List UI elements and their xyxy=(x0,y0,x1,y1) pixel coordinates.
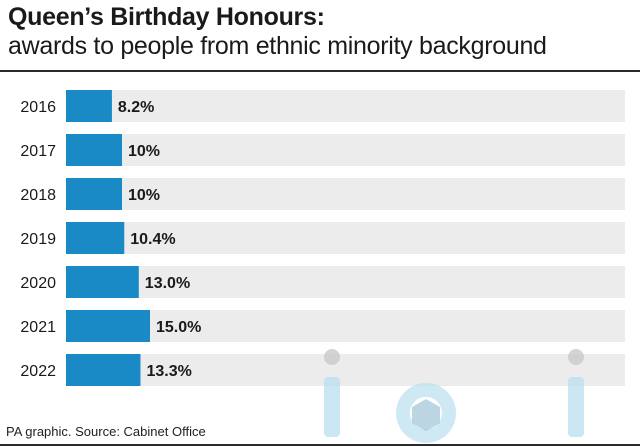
value-label: 13.0% xyxy=(145,275,190,292)
bar-2019 xyxy=(66,222,125,254)
bar-2022 xyxy=(66,354,141,386)
bar-2016 xyxy=(66,90,112,122)
bar-track xyxy=(66,178,625,210)
bar-2021 xyxy=(66,310,150,342)
bar-track xyxy=(66,222,625,254)
watermark-dot-icon xyxy=(568,349,584,365)
bar-track xyxy=(66,90,625,122)
watermark-stem-icon xyxy=(324,377,340,437)
bar-track xyxy=(66,354,625,386)
iconic-watermark-logo xyxy=(324,349,584,443)
watermark-dot-icon xyxy=(324,349,340,365)
watermark-hexagon-icon xyxy=(396,383,457,443)
value-label: 13.3% xyxy=(146,363,191,380)
watermark-stem-icon xyxy=(568,377,584,437)
category-label: 2017 xyxy=(20,143,56,160)
bar-2017 xyxy=(66,134,122,166)
category-label: 2021 xyxy=(20,319,56,336)
bar-track xyxy=(66,266,625,298)
bar-track xyxy=(66,134,625,166)
category-label: 2018 xyxy=(20,187,56,204)
category-label: 2019 xyxy=(20,231,56,248)
category-label: 2016 xyxy=(20,99,56,116)
bottom-divider xyxy=(0,444,640,446)
value-label: 8.2% xyxy=(118,99,154,116)
category-label: 2020 xyxy=(20,275,56,292)
bar-track xyxy=(66,310,625,342)
bar-2018 xyxy=(66,178,122,210)
chart-title: Queen’s Birthday Honours: xyxy=(8,3,325,31)
category-label: 2022 xyxy=(20,363,56,380)
value-label: 10% xyxy=(128,143,160,160)
chart-subtitle: awards to people from ethnic minority ba… xyxy=(8,32,547,60)
value-label: 10% xyxy=(128,187,160,204)
value-label: 15.0% xyxy=(156,319,201,336)
value-label: 10.4% xyxy=(130,231,175,248)
bar-2020 xyxy=(66,266,139,298)
source-note: PA graphic. Source: Cabinet Office xyxy=(6,424,206,439)
watermark-hexagon-icon xyxy=(412,399,440,431)
top-divider xyxy=(0,70,640,72)
